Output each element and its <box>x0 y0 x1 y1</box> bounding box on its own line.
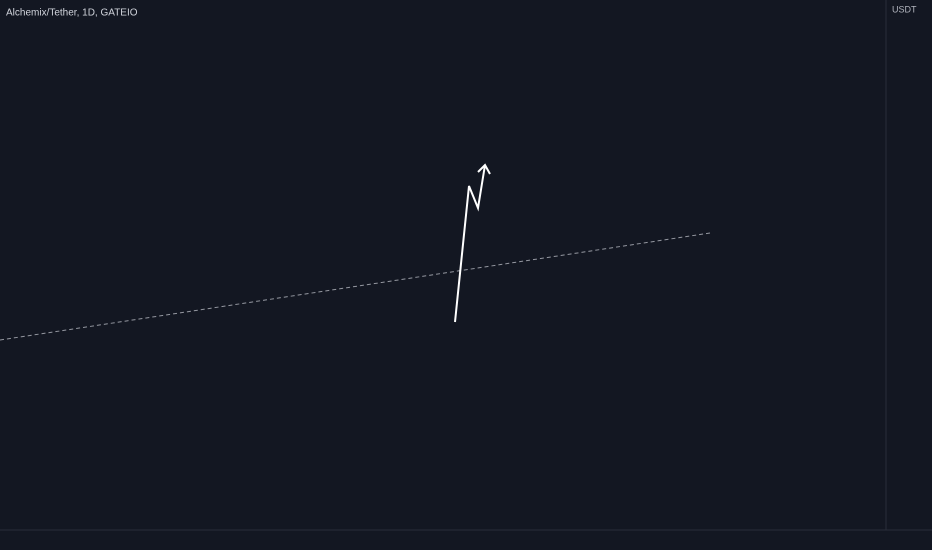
chart-title: Alchemix/Tether, 1D, GATEIO <box>6 8 138 19</box>
arrow-head <box>477 163 491 175</box>
projection-arrow <box>454 164 486 323</box>
currency-label: USDT <box>892 4 917 14</box>
trend-line <box>0 232 711 341</box>
